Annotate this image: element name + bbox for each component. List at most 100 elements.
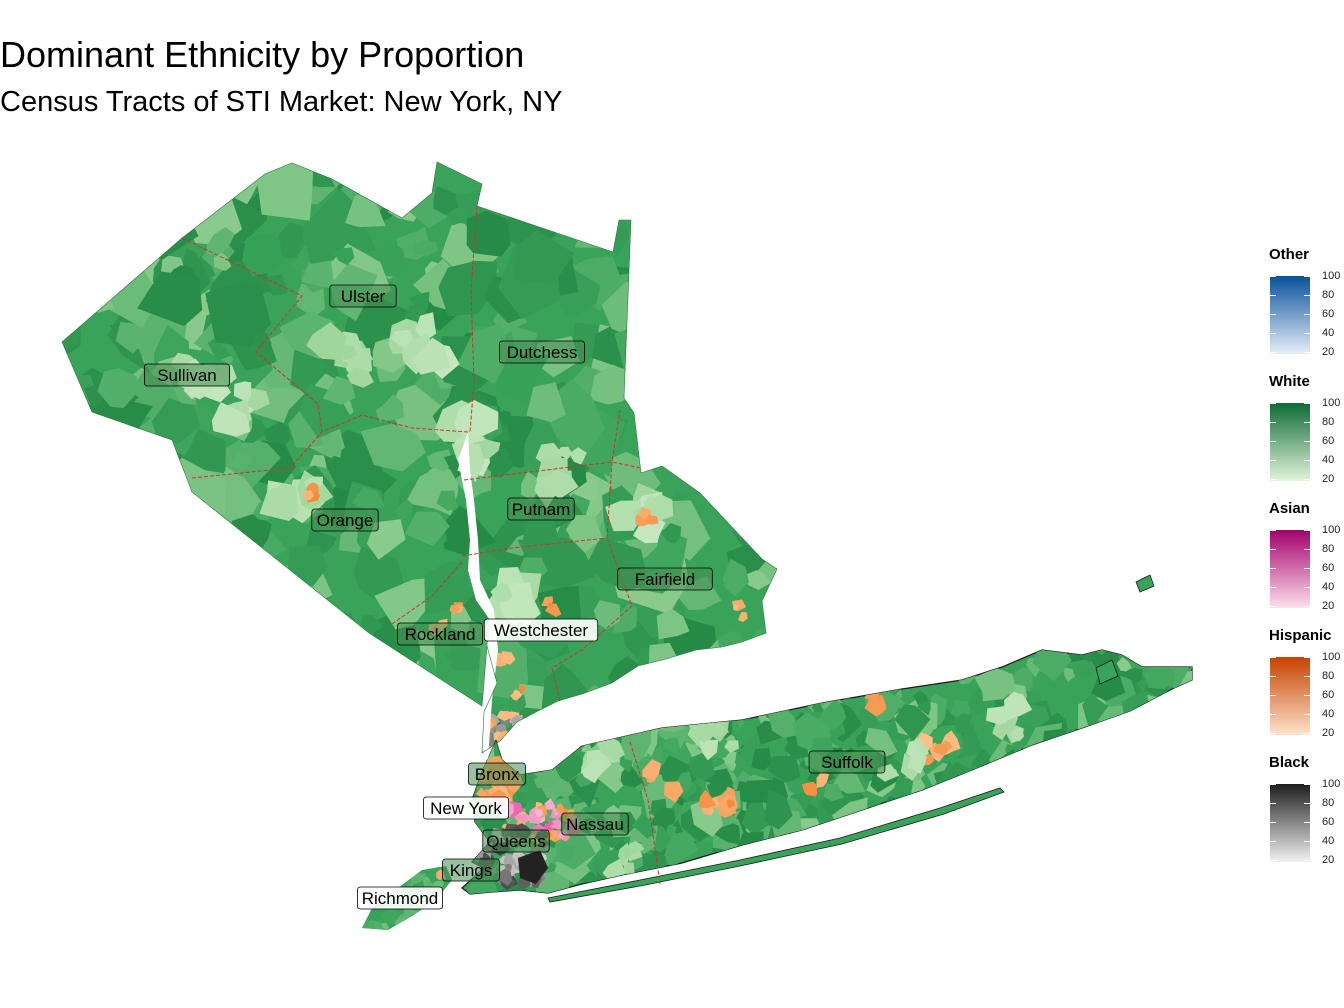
- census-tract: [698, 669, 721, 691]
- census-tract: [1004, 691, 1033, 721]
- census-tract: [94, 660, 142, 712]
- census-tract: [211, 402, 251, 437]
- census-tract: [279, 665, 308, 691]
- census-tract: [513, 690, 523, 700]
- census-tract: [263, 421, 290, 445]
- census-tract: [655, 884, 692, 894]
- census-tract: [438, 260, 497, 317]
- census-tract: [1147, 887, 1170, 894]
- county-label-kings: Kings: [442, 858, 500, 882]
- census-tract: [126, 745, 152, 753]
- census-tract: [346, 367, 374, 388]
- mainland-region: [62, 162, 777, 753]
- census-tract: [865, 727, 898, 758]
- legend-tick-label: 20: [1322, 854, 1335, 866]
- census-tract: [841, 857, 881, 890]
- census-tract: [538, 728, 568, 763]
- census-tract: [105, 458, 162, 532]
- census-tract: [506, 733, 518, 743]
- county-label-queens: Queens: [482, 829, 550, 853]
- census-tract: [188, 615, 212, 641]
- census-tract: [717, 689, 731, 708]
- census-tract: [986, 706, 1007, 725]
- census-tract: [544, 798, 556, 810]
- census-tract: [1055, 731, 1092, 765]
- legend-tick: [1270, 676, 1276, 677]
- census-tract: [655, 887, 665, 894]
- census-tract: [1152, 695, 1178, 715]
- census-tract: [1158, 753, 1180, 782]
- census-tract: [780, 650, 826, 680]
- census-tract: [287, 602, 324, 647]
- census-tract: [165, 721, 198, 753]
- census-tract: [1047, 871, 1086, 894]
- legend-tick: [1270, 295, 1276, 296]
- census-tract: [1151, 825, 1174, 858]
- census-tract: [669, 693, 680, 706]
- census-tract: [950, 830, 972, 858]
- census-tract: [968, 831, 991, 863]
- census-tract: [971, 863, 1001, 894]
- census-tract: [462, 718, 487, 755]
- legend-tick: [1270, 822, 1276, 823]
- county-label-nassau: Nassau: [561, 812, 629, 836]
- census-tract: [62, 490, 91, 537]
- legend-tick-label: 100: [1322, 651, 1341, 663]
- census-tract: [1038, 767, 1075, 802]
- census-tract: [1138, 743, 1161, 764]
- county-label-box: [329, 284, 397, 308]
- census-tract: [1074, 763, 1101, 790]
- census-tract: [1103, 857, 1138, 894]
- census-tract: [415, 312, 437, 342]
- county-label-text: Fairfield: [635, 570, 695, 589]
- census-tract: [1122, 779, 1157, 817]
- census-tract: [902, 874, 932, 894]
- census-tract: [756, 336, 777, 377]
- census-tract: [1175, 749, 1192, 771]
- census-tract: [736, 162, 770, 176]
- census-tract: [89, 162, 121, 184]
- census-tract: [158, 162, 214, 221]
- census-tract: [389, 716, 407, 732]
- census-tract: [738, 611, 748, 622]
- census-tract: [97, 368, 138, 408]
- census-tract: [518, 684, 525, 694]
- census-tract: [851, 888, 864, 894]
- census-tract: [979, 814, 998, 829]
- census-tract: [1017, 780, 1032, 800]
- census-tract: [151, 398, 201, 444]
- census-tract: [751, 748, 773, 771]
- census-tract: [112, 179, 132, 206]
- census-tract: [146, 479, 169, 502]
- census-tract: [267, 636, 320, 681]
- census-tract: [967, 816, 989, 837]
- census-tract: [949, 856, 975, 879]
- census-tract: [386, 162, 424, 183]
- boundary-putnam-westchester: [461, 537, 608, 557]
- census-tract: [322, 376, 356, 405]
- census-tract: [733, 604, 739, 611]
- census-tract: [105, 635, 123, 664]
- census-tract: [757, 162, 777, 179]
- census-tract: [360, 423, 426, 472]
- legend-tick: [1304, 295, 1310, 296]
- census-tract: [395, 917, 416, 930]
- census-tract: [504, 863, 512, 873]
- census-tract: [528, 806, 543, 825]
- census-tract: [789, 832, 835, 876]
- census-tract: [972, 866, 1008, 894]
- census-tract: [545, 705, 571, 728]
- census-tract: [730, 645, 777, 721]
- census-tract: [830, 678, 849, 698]
- census-tract: [1142, 758, 1179, 792]
- census-tract: [254, 672, 310, 726]
- legend-tick-label: 80: [1322, 289, 1335, 301]
- census-tract: [879, 842, 925, 873]
- census-tract: [518, 850, 548, 884]
- legend-title: Asian: [1269, 500, 1310, 517]
- census-tract: [581, 760, 603, 784]
- census-tract: [724, 740, 739, 753]
- census-tract: [393, 689, 417, 714]
- legend-tick: [1304, 352, 1310, 353]
- census-tract: [111, 162, 169, 222]
